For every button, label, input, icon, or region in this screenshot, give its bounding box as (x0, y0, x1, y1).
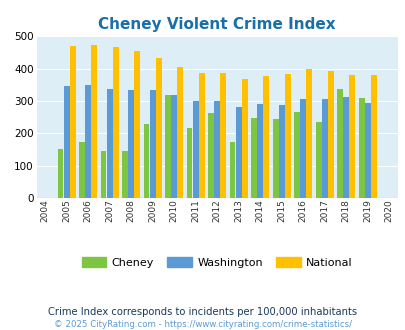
Bar (370, 75, 376, 198)
Bar (70, 46, 75, 198)
Bar (171, 95, 177, 198)
Bar (165, 95, 171, 198)
Bar (156, 58, 161, 198)
Bar (58, 149, 63, 198)
Bar (321, 99, 327, 198)
Bar (208, 113, 213, 198)
Bar (143, 124, 149, 198)
Bar (364, 103, 370, 198)
Bar (229, 142, 235, 198)
Bar (79, 142, 85, 198)
Bar (198, 73, 204, 198)
Bar (192, 101, 198, 198)
Bar (91, 45, 97, 198)
Bar (64, 86, 69, 198)
Bar (315, 122, 321, 198)
Bar (100, 151, 106, 198)
Bar (113, 47, 118, 198)
Bar (358, 98, 364, 198)
Bar (214, 101, 220, 198)
Bar (306, 69, 311, 198)
Title: Cheney Violent Crime Index: Cheney Violent Crime Index (98, 17, 335, 32)
Bar (284, 74, 290, 198)
Bar (149, 90, 155, 198)
Bar (337, 89, 342, 198)
Bar (128, 90, 134, 198)
Bar (241, 79, 247, 198)
Bar (300, 99, 305, 198)
Text: Crime Index corresponds to incidents per 100,000 inhabitants: Crime Index corresponds to incidents per… (48, 307, 357, 317)
Bar (272, 119, 278, 198)
Bar (349, 75, 354, 198)
Bar (327, 71, 333, 198)
Bar (257, 104, 262, 198)
Bar (294, 112, 299, 198)
Bar (186, 128, 192, 198)
Bar (122, 151, 128, 198)
Bar (278, 105, 284, 198)
Bar (220, 73, 226, 198)
Bar (263, 77, 269, 198)
Bar (343, 97, 348, 198)
Bar (177, 67, 183, 198)
Bar (235, 108, 241, 198)
Bar (251, 118, 256, 198)
Bar (134, 51, 140, 198)
Bar (85, 85, 91, 198)
Text: © 2025 CityRating.com - https://www.cityrating.com/crime-statistics/: © 2025 CityRating.com - https://www.city… (54, 319, 351, 329)
Bar (107, 89, 112, 198)
Legend: Cheney, Washington, National: Cheney, Washington, National (77, 252, 356, 272)
